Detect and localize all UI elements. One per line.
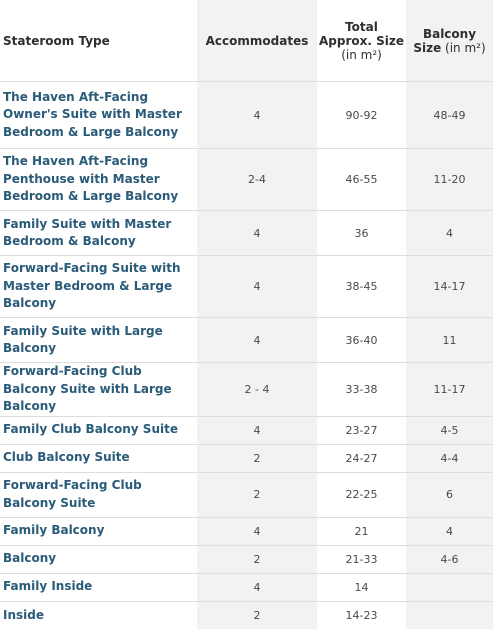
balcony-size-cell: 4-6 xyxy=(406,545,493,573)
accommodates-cell: 4 xyxy=(197,416,317,444)
table-row: Inside 2 14-23 xyxy=(0,601,493,629)
stateroom-type-cell: The Haven Aft-Facing Owner's Suite with … xyxy=(0,82,197,149)
stateroom-type-cell: Forward-Facing Club Balcony Suite with L… xyxy=(0,363,197,417)
table-row: Forward-Facing Club Balcony Suite 2 22-2… xyxy=(0,472,493,517)
table-body: The Haven Aft-Facing Owner's Suite with … xyxy=(0,82,493,629)
accommodates-cell: 4 xyxy=(197,517,317,545)
stateroom-type-cell: Family Club Balcony Suite xyxy=(0,416,197,444)
balcony-size-cell: 11-20 xyxy=(406,149,493,211)
table-row: Family Club Balcony Suite 4 23-27 4-5 xyxy=(0,416,493,444)
balcony-size-cell: 4-5 xyxy=(406,416,493,444)
stateroom-type-cell: Family Suite with Large Balcony xyxy=(0,318,197,363)
table-row: Balcony 2 21-33 4-6 xyxy=(0,545,493,573)
balcony-size-cell: 4-4 xyxy=(406,444,493,472)
total-size-cell: 36-40 xyxy=(317,318,406,363)
total-size-cell: 36 xyxy=(317,211,406,256)
total-size-cell: 21-33 xyxy=(317,545,406,573)
total-size-cell: 14 xyxy=(317,573,406,601)
stateroom-type-cell: Forward-Facing Club Balcony Suite xyxy=(0,472,197,517)
total-size-cell: 90-92 xyxy=(317,82,406,149)
table-row: Family Suite with Large Balcony 4 36-40 … xyxy=(0,318,493,363)
accommodates-cell: 2 xyxy=(197,601,317,629)
accommodates-cell: 2 - 4 xyxy=(197,363,317,417)
balcony-size-cell: 4 xyxy=(406,517,493,545)
balcony-size-cell: 6 xyxy=(406,472,493,517)
balcony-size-cell: 11-17 xyxy=(406,363,493,417)
stateroom-type-cell: Forward-Facing Suite with Master Bedroom… xyxy=(0,256,197,318)
accommodates-cell: 2 xyxy=(197,545,317,573)
total-size-cell: 24-27 xyxy=(317,444,406,472)
balcony-size-cell: 4 xyxy=(406,211,493,256)
header-balcony-size-qualifier: (in xyxy=(441,41,464,55)
table-row: Family Balcony 4 21 4 xyxy=(0,517,493,545)
stateroom-type-cell: The Haven Aft-Facing Penthouse with Mast… xyxy=(0,149,197,211)
header-accommodates: Accommodates xyxy=(197,0,317,82)
table-row: Club Balcony Suite 2 24-27 4-4 xyxy=(0,444,493,472)
balcony-size-cell: 11 xyxy=(406,318,493,363)
stateroom-type-cell: Family Suite with Master Bedroom & Balco… xyxy=(0,211,197,256)
total-size-cell: 22-25 xyxy=(317,472,406,517)
total-size-cell: 23-27 xyxy=(317,416,406,444)
accommodates-cell: 2-4 xyxy=(197,149,317,211)
header-total-size-label: Total Approx. Size xyxy=(319,20,404,48)
table-header: Stateroom Type Accommodates Total Approx… xyxy=(0,0,493,82)
stateroom-type-cell: Club Balcony Suite xyxy=(0,444,197,472)
table-row: Family Suite with Master Bedroom & Balco… xyxy=(0,211,493,256)
total-size-cell: 21 xyxy=(317,517,406,545)
table-row: Forward-Facing Club Balcony Suite with L… xyxy=(0,363,493,417)
table-row: Family Inside 4 14 xyxy=(0,573,493,601)
header-total-size-qualifier: (in xyxy=(341,48,360,62)
table-row: The Haven Aft-Facing Penthouse with Mast… xyxy=(0,149,493,211)
balcony-size-cell: 48-49 xyxy=(406,82,493,149)
balcony-size-cell xyxy=(406,573,493,601)
accommodates-cell: 4 xyxy=(197,211,317,256)
stateroom-type-cell: Family Inside xyxy=(0,573,197,601)
accommodates-cell: 2 xyxy=(197,444,317,472)
stateroom-type-cell: Inside xyxy=(0,601,197,629)
header-balcony-size-unit: m²) xyxy=(464,41,485,55)
header-total-size-unit: m²) xyxy=(361,48,382,62)
table-row: The Haven Aft-Facing Owner's Suite with … xyxy=(0,82,493,149)
accommodates-cell: 4 xyxy=(197,82,317,149)
table-row: Forward-Facing Suite with Master Bedroom… xyxy=(0,256,493,318)
stateroom-type-cell: Family Balcony xyxy=(0,517,197,545)
total-size-cell: 33-38 xyxy=(317,363,406,417)
accommodates-cell: 4 xyxy=(197,318,317,363)
total-size-cell: 38-45 xyxy=(317,256,406,318)
accommodates-cell: 4 xyxy=(197,256,317,318)
balcony-size-cell: 14-17 xyxy=(406,256,493,318)
header-total-size: Total Approx. Size (in m²) xyxy=(317,0,406,82)
total-size-cell: 14-23 xyxy=(317,601,406,629)
header-balcony-size: Balcony Size (in m²) xyxy=(406,0,493,82)
balcony-size-cell xyxy=(406,601,493,629)
accommodates-cell: 2 xyxy=(197,472,317,517)
header-stateroom-type: Stateroom Type xyxy=(0,0,197,82)
total-size-cell: 46-55 xyxy=(317,149,406,211)
stateroom-type-cell: Balcony xyxy=(0,545,197,573)
accommodates-cell: 4 xyxy=(197,573,317,601)
